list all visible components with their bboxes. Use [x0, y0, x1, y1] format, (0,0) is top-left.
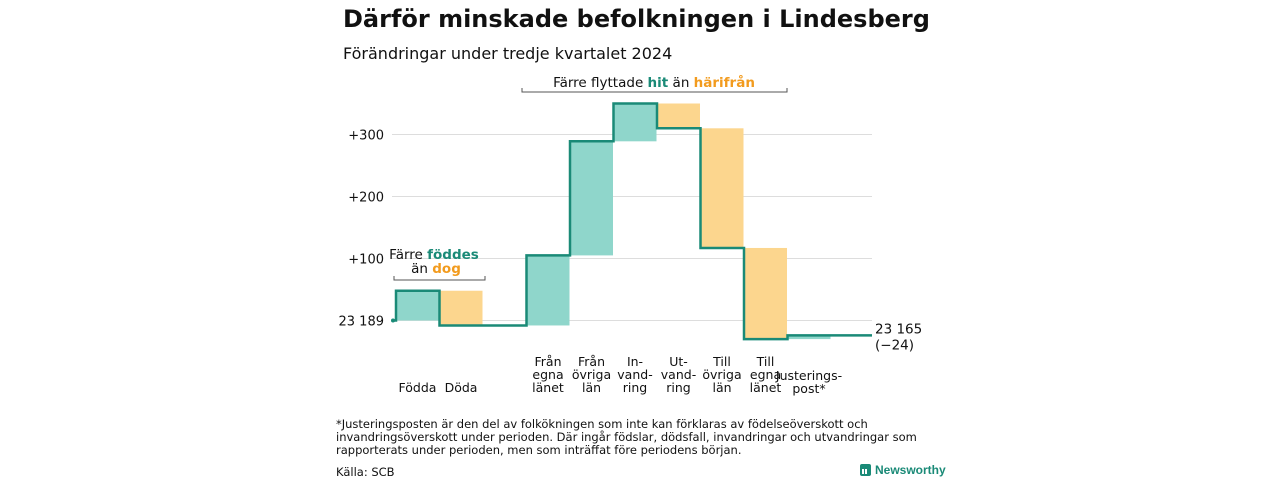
x-label-5-0: Ut-	[669, 354, 688, 369]
newsworthy-icon	[860, 464, 871, 476]
brand-name: Newsworthy	[875, 463, 946, 477]
annotation-migration-bracket	[521, 88, 788, 93]
annotation-births-bracket	[393, 276, 486, 281]
x-label-6-0: Till	[712, 354, 731, 369]
bar-8	[787, 335, 831, 340]
x-label-2-1: egna	[532, 367, 563, 382]
x-label-7-0: Till	[756, 354, 775, 369]
bar-4	[613, 103, 657, 142]
x-label-6-2: län	[712, 380, 731, 395]
x-label-7-2: länet	[750, 380, 782, 395]
start-marker	[391, 318, 395, 323]
x-label-2-0: Från	[534, 354, 561, 369]
annotation-migration: Färre flyttade hit än härifrån	[553, 74, 755, 91]
x-label-2-2: länet	[532, 380, 564, 395]
annotation-births-line1: Färre föddes	[389, 247, 479, 263]
bar-3	[570, 141, 613, 256]
y-tick-label-3: +300	[348, 129, 384, 144]
x-label-1-0: Döda	[445, 380, 478, 395]
chart-title: Därför minskade befolkningen i Lindesber…	[343, 5, 930, 33]
x-label-3-0: Från	[578, 354, 605, 369]
cumulative-line	[392, 102, 872, 341]
bar-1	[439, 290, 483, 326]
end-value-label: 23 165	[875, 321, 922, 337]
y-tick-label-1: +100	[348, 253, 384, 268]
x-label-4-0: In-	[627, 354, 643, 369]
x-label-5-1: vand-	[661, 367, 696, 382]
x-label-6-1: övriga	[702, 367, 741, 382]
brand-logo[interactable]: Newsworthy	[860, 463, 946, 477]
x-label-7-1: egna	[750, 367, 781, 382]
x-label-8-0: Justerings-	[775, 368, 842, 383]
chart-subtitle: Förändringar under tredje kvartalet 2024	[343, 44, 673, 63]
bar-0	[396, 290, 439, 321]
end-change-label: (−24)	[875, 337, 914, 353]
bar-5	[657, 103, 700, 129]
x-label-5-2: ring	[666, 380, 690, 395]
x-label-8-1: post*	[792, 381, 825, 396]
annotation-births-line2: än dog	[411, 261, 461, 277]
bar-6	[700, 128, 744, 248]
y-tick-label-2: +200	[348, 191, 384, 206]
source-label: Källa: SCB	[336, 465, 395, 479]
x-label-4-2: ring	[623, 380, 647, 395]
y-tick-label-0: 23 189	[339, 315, 385, 330]
x-label-3-1: övriga	[572, 367, 611, 382]
x-label-0-0: Födda	[399, 380, 437, 395]
footnote: *Justeringsposten är den del av folkökni…	[336, 417, 917, 457]
bar-2	[526, 255, 570, 326]
x-label-3-2: län	[582, 380, 601, 395]
x-label-4-1: vand-	[617, 367, 652, 382]
bar-7	[744, 247, 787, 340]
